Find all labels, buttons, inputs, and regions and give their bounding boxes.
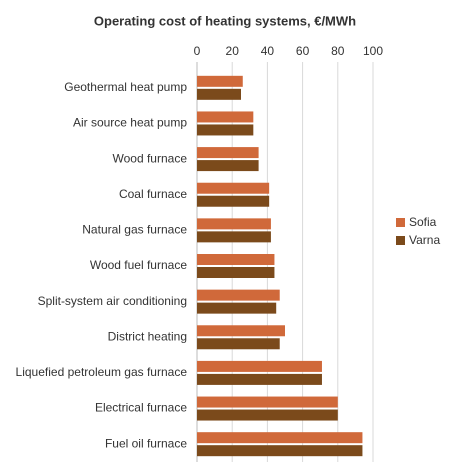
- x-tick-label: 80: [331, 44, 345, 58]
- bar: [197, 432, 363, 444]
- bar: [197, 325, 285, 337]
- bar: [197, 289, 280, 301]
- y-tick-label: Coal furnace: [119, 187, 187, 201]
- y-tick-label: Natural gas furnace: [82, 223, 187, 237]
- legend-label: Varna: [409, 233, 440, 247]
- y-tick-label: Wood furnace: [113, 151, 188, 165]
- x-tick-label: 100: [363, 44, 383, 58]
- bar: [197, 75, 243, 87]
- y-tick-label: Wood fuel furnace: [90, 258, 187, 272]
- y-tick-label: Electrical furnace: [95, 401, 187, 415]
- bar: [197, 445, 363, 457]
- y-tick-label: Fuel oil furnace: [105, 436, 187, 450]
- bar: [197, 360, 322, 372]
- bar: [197, 160, 259, 172]
- bar: [197, 124, 254, 136]
- y-tick-label: District heating: [108, 329, 187, 343]
- bar: [197, 302, 277, 314]
- legend-swatch: [396, 236, 405, 245]
- bar: [197, 195, 270, 207]
- bar: [197, 267, 275, 278]
- bar: [197, 182, 270, 194]
- y-tick-label: Geothermal heat pump: [64, 80, 187, 94]
- x-tick-label: 40: [261, 44, 275, 58]
- x-tick-label: 0: [194, 44, 201, 58]
- bar: [197, 88, 241, 100]
- bar: [197, 111, 254, 123]
- y-tick-label: Liquefied petroleum gas furnace: [16, 365, 188, 379]
- x-tick-label: 60: [296, 44, 310, 58]
- bar: [197, 338, 280, 350]
- y-tick-label: Air source heat pump: [73, 116, 187, 130]
- x-tick-label: 20: [226, 44, 240, 58]
- bar: [197, 231, 271, 243]
- bar: [197, 218, 271, 230]
- legend-label: Sofia: [409, 215, 437, 229]
- bar: [197, 254, 275, 265]
- bar: [197, 409, 338, 421]
- bar: [197, 373, 322, 385]
- bar: [197, 396, 338, 408]
- bar: [197, 147, 259, 159]
- y-tick-label: Split-system air conditioning: [38, 294, 187, 308]
- chart-title: Operating cost of heating systems, €/MWh: [94, 13, 356, 28]
- legend-swatch: [396, 218, 405, 227]
